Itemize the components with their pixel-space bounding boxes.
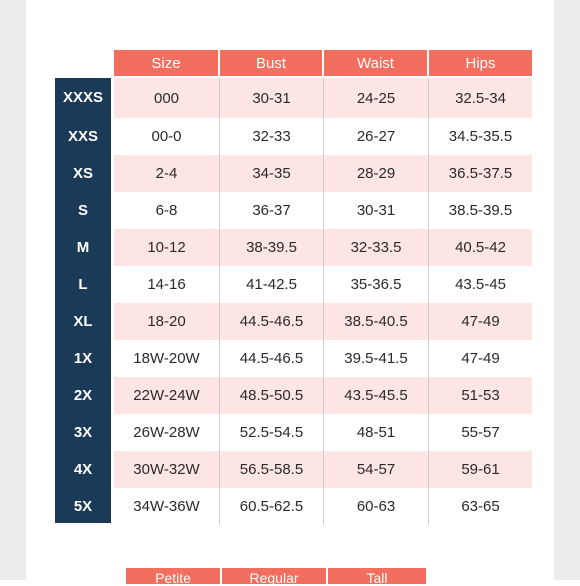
waist-value: 24-25 (324, 78, 429, 118)
bust-value: 30-31 (220, 78, 324, 118)
size-label: 2X (73, 387, 93, 404)
size-label: S (77, 202, 88, 219)
hips-value: 43.5-45 (455, 276, 506, 293)
hips-value: 40.5-42 (455, 239, 506, 256)
hips-value: 55-57 (461, 424, 500, 441)
bust-value: 44.5-46.5 (220, 303, 324, 340)
waist-value: 39.5-41.5 (324, 340, 429, 377)
waist-value: 54-57 (324, 451, 429, 488)
size-value: 34W-36W (114, 488, 220, 525)
bust-value: 36-37 (220, 192, 324, 229)
second-table-header: Petite Regular Tall (126, 568, 428, 586)
table-row: 000 30-31 24-25 32.5-34 (114, 78, 532, 118)
size-value: 6-8 (114, 192, 220, 229)
size-label: 3X (73, 424, 93, 441)
hips-value: 51-53 (461, 387, 500, 404)
size-label: XXS (67, 128, 98, 145)
waist-value: 38.5-40.5 (324, 303, 429, 340)
hips-value: 47-49 (461, 313, 500, 330)
size-label-column: XXXS XXS XS S M L XL 1X 2X 3X 4X 5X (55, 78, 111, 523)
header-bust: Bust (220, 50, 324, 76)
hips-value: 34.5-35.5 (448, 128, 513, 145)
bust-value: 34-35 (220, 155, 324, 192)
bust-value: 41-42.5 (220, 266, 324, 303)
hips-value: 59-61 (461, 461, 500, 478)
table-header: Size Bust Waist Hips (114, 50, 532, 76)
header-tall: Tall (328, 568, 428, 586)
waist-value: 35-36.5 (324, 266, 429, 303)
table-row: 18W-20W 44.5-46.5 39.5-41.5 47-49 (114, 340, 532, 377)
waist-value: 30-31 (324, 192, 429, 229)
waist-value: 48-51 (324, 414, 429, 451)
bust-value: 52.5-54.5 (220, 414, 324, 451)
table-row: 18-20 44.5-46.5 38.5-40.5 47-49 (114, 303, 532, 340)
hips-value: 32.5-34 (455, 89, 506, 107)
table-row: 14-16 41-42.5 35-36.5 43.5-45 (114, 266, 532, 303)
bust-value: 60.5-62.5 (220, 488, 324, 525)
table-row: 2-4 34-35 28-29 36.5-37.5 (114, 155, 532, 192)
table-row: 10-12 38-39.5 32-33.5 40.5-42 (114, 229, 532, 266)
table-row: 34W-36W 60.5-62.5 60-63 63-65 (114, 488, 532, 525)
size-label: 5X (73, 498, 93, 515)
waist-value: 32-33.5 (324, 229, 429, 266)
waist-value: 43.5-45.5 (324, 377, 429, 414)
hips-value: 63-65 (461, 498, 500, 515)
table-row: 26W-28W 52.5-54.5 48-51 55-57 (114, 414, 532, 451)
size-value: 000 (114, 78, 220, 118)
header-size: Size (114, 50, 220, 76)
waist-value: 28-29 (324, 155, 429, 192)
size-label: 1X (73, 350, 93, 367)
right-margin (554, 0, 580, 580)
size-value: 18-20 (114, 303, 220, 340)
hips-value: 47-49 (461, 350, 500, 367)
size-value: 10-12 (114, 229, 220, 266)
size-label: L (78, 276, 88, 293)
size-label: XXXS (62, 89, 104, 106)
size-value: 22W-24W (114, 377, 220, 414)
table-row: 30W-32W 56.5-58.5 54-57 59-61 (114, 451, 532, 488)
size-label: 4X (73, 461, 93, 478)
header-petite: Petite (126, 568, 222, 586)
table-row: 6-8 36-37 30-31 38.5-39.5 (114, 192, 532, 229)
header-waist: Waist (324, 50, 429, 76)
table-row: 00-0 32-33 26-27 34.5-35.5 (114, 118, 532, 155)
table-row: 22W-24W 48.5-50.5 43.5-45.5 51-53 (114, 377, 532, 414)
size-value: 18W-20W (114, 340, 220, 377)
bust-value: 38-39.5 (220, 229, 324, 266)
size-chart-table: 000 30-31 24-25 32.5-34 00-0 32-33 26-27 34.5-3… (114, 78, 532, 525)
header-hips: Hips (429, 50, 532, 76)
bust-value: 56.5-58.5 (220, 451, 324, 488)
hips-value: 36.5-37.5 (448, 165, 513, 182)
size-label: XL (73, 313, 93, 330)
bust-value: 44.5-46.5 (220, 340, 324, 377)
size-value: 2-4 (114, 155, 220, 192)
waist-value: 26-27 (324, 118, 429, 155)
size-label: M (76, 239, 90, 256)
bust-value: 32-33 (220, 118, 324, 155)
size-value: 00-0 (114, 118, 220, 155)
size-value: 26W-28W (114, 414, 220, 451)
bust-value: 48.5-50.5 (220, 377, 324, 414)
size-label: XS (72, 165, 93, 182)
size-value: 14-16 (114, 266, 220, 303)
header-regular: Regular (222, 568, 328, 586)
size-value: 30W-32W (114, 451, 220, 488)
hips-value: 38.5-39.5 (448, 202, 513, 219)
left-margin (0, 0, 26, 580)
waist-value: 60-63 (324, 488, 429, 525)
